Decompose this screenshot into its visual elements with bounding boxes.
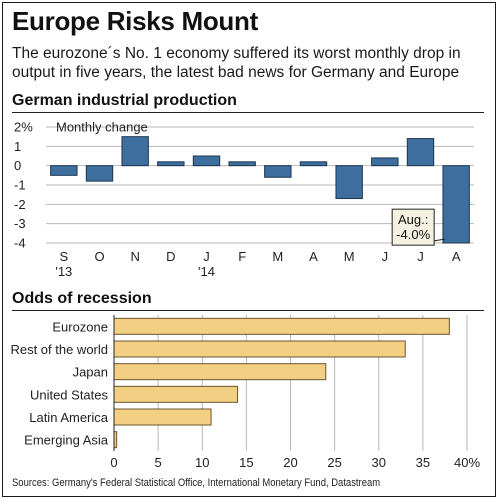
y-tick-label: -2 — [14, 197, 26, 212]
y-tick-label: 2% — [14, 120, 33, 135]
month-label: M — [344, 249, 355, 264]
production-bar — [157, 161, 185, 167]
region-label: Eurozone — [52, 319, 108, 334]
x-tick-label: 15 — [239, 455, 253, 470]
year-label: '13 — [55, 264, 72, 279]
production-bar — [371, 157, 399, 167]
recession-bar — [113, 363, 327, 381]
region-label: Emerging Asia — [24, 433, 109, 448]
region-label: Japan — [73, 365, 108, 380]
production-bar — [442, 165, 470, 244]
y-tick-label: -1 — [14, 178, 26, 193]
month-label: M — [272, 249, 283, 264]
x-tick-label: 0 — [110, 455, 117, 470]
x-tick-label: 30 — [372, 455, 386, 470]
month-label: J — [382, 249, 389, 264]
month-label: J — [417, 249, 424, 264]
month-label: A — [452, 249, 461, 264]
y-tick-label: 1 — [14, 139, 21, 154]
x-tick-label: 5 — [155, 455, 162, 470]
source-note: Sources: Germany's Federal Statistical O… — [12, 477, 381, 489]
x-tick-label: 10 — [195, 455, 209, 470]
y-tick-label: -4 — [14, 236, 26, 251]
annotation-box — [391, 208, 435, 246]
recession-title-rule — [12, 310, 484, 311]
production-bar — [50, 165, 78, 176]
production-bar — [335, 165, 363, 200]
annotation-value: -4.0% — [396, 227, 430, 242]
y-axis-label: Monthly change — [56, 120, 148, 135]
region-label: United States — [30, 387, 109, 402]
x-tick-label: 25 — [327, 455, 341, 470]
recession-bar — [113, 317, 450, 335]
production-chart: 2% 1 0 -1 -2 -3 -4 Monthly change S O N D J F M A M J J A '1… — [14, 120, 474, 279]
x-tick-label: 35 — [416, 455, 430, 470]
production-bar — [121, 136, 149, 167]
month-label: S — [59, 249, 68, 264]
region-label: Latin America — [29, 410, 109, 425]
recession-bar — [113, 385, 239, 403]
month-label: A — [309, 249, 318, 264]
production-bar — [192, 155, 221, 167]
production-section-title: German industrial production — [12, 92, 237, 109]
chart-subtitle: The eurozone´s No. 1 economy suffered it… — [12, 45, 461, 81]
year-label: '14 — [198, 264, 215, 279]
month-label: O — [94, 249, 104, 264]
recession-bar — [113, 408, 212, 426]
production-bar — [228, 161, 256, 167]
month-label: F — [238, 249, 246, 264]
month-label: N — [130, 249, 139, 264]
production-bar — [264, 165, 292, 178]
y-tick-label: -3 — [14, 216, 26, 231]
recession-bar — [113, 340, 406, 358]
annotation-label: Aug.: — [398, 212, 428, 227]
recession-section-title: Odds of recession — [12, 290, 152, 307]
production-bar — [85, 165, 114, 182]
production-title-rule — [12, 112, 484, 113]
region-label: Rest of the world — [10, 342, 108, 357]
graphic-frame — [2, 2, 496, 497]
x-tick-label: 40% — [454, 455, 480, 470]
recession-chart: 0 5 10 15 20 25 30 35 40% Eurozone Rest of the wor… — [10, 315, 480, 470]
y-tick-label: 0 — [14, 158, 21, 173]
month-label: J — [203, 249, 210, 264]
x-tick-label: 20 — [283, 455, 297, 470]
chart-title: Europe Risks Mount — [12, 6, 258, 36]
production-bar — [299, 161, 328, 167]
production-bar — [406, 138, 435, 167]
month-label: D — [166, 249, 175, 264]
